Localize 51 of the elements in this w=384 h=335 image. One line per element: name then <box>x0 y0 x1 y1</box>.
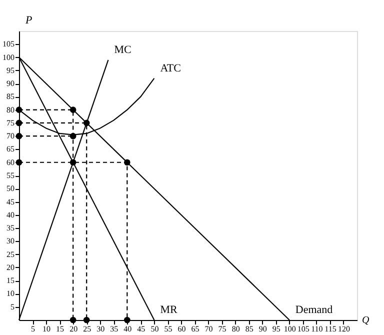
x-tick-label: 105 <box>297 324 310 334</box>
y-tick-label: 65 <box>6 144 14 154</box>
y-tick-label: 20 <box>6 262 14 272</box>
x-tick-label: 120 <box>338 324 350 334</box>
y-tick-label: 50 <box>6 184 14 194</box>
series-label: ATC <box>160 62 181 74</box>
x-tick-label: 100 <box>284 324 296 334</box>
x-tick-label: 80 <box>232 324 240 334</box>
x-tick-label: 115 <box>324 324 336 334</box>
y-tick-label: 45 <box>6 197 14 206</box>
x-tick-label: 40 <box>124 324 132 334</box>
x-tick-label: 70 <box>204 324 213 334</box>
x-tick-label: 85 <box>245 324 254 334</box>
y-tick-label: 15 <box>6 276 14 286</box>
x-tick-label: 30 <box>96 324 105 334</box>
x-tick-label: 75 <box>218 324 226 334</box>
series-label: MR <box>160 304 178 316</box>
y-tick-label: 10 <box>6 289 14 298</box>
y-tick-label: 40 <box>6 210 14 220</box>
x-tick-label: 95 <box>272 324 280 334</box>
x-tick-label: 15 <box>56 324 64 334</box>
y-tick-label: 80 <box>6 105 14 114</box>
series-label: Demand <box>295 304 334 316</box>
y-tick-label: 105 <box>2 40 14 49</box>
y-axis-title: P <box>24 14 32 26</box>
y-tick-label: 70 <box>6 132 14 141</box>
y-tick-label: 90 <box>6 79 14 88</box>
x-tick-label: 20 <box>70 324 78 334</box>
x-tick-label: 50 <box>150 324 159 334</box>
series-label: MC <box>114 44 132 56</box>
x-tick-label: 65 <box>191 324 200 334</box>
y-tick-label: 55 <box>6 171 14 180</box>
x-tick-label: 110 <box>311 324 323 334</box>
y-tick-label: 100 <box>2 52 14 62</box>
x-tick-label: 55 <box>164 324 172 334</box>
x-axis-title: Q <box>362 315 370 326</box>
x-tick-label: 25 <box>83 324 92 334</box>
x-tick-label: 45 <box>137 324 146 334</box>
y-tick-label: 35 <box>6 224 14 233</box>
x-tick-label: 90 <box>258 324 267 334</box>
y-tick-label: 30 <box>6 236 14 246</box>
x-tick-label: 10 <box>42 324 51 334</box>
x-tick-label: 60 <box>178 324 186 334</box>
y-tick-label: 95 <box>6 66 14 75</box>
y-tick-label: 75 <box>6 118 14 128</box>
y-tick-label: 25 <box>6 250 14 259</box>
y-tick-label: 60 <box>6 158 14 167</box>
y-tick-label: 5 <box>10 302 14 312</box>
y-tick-label: 85 <box>6 92 14 102</box>
x-tick-label: 35 <box>110 324 118 334</box>
x-tick-label: 5 <box>31 324 36 334</box>
